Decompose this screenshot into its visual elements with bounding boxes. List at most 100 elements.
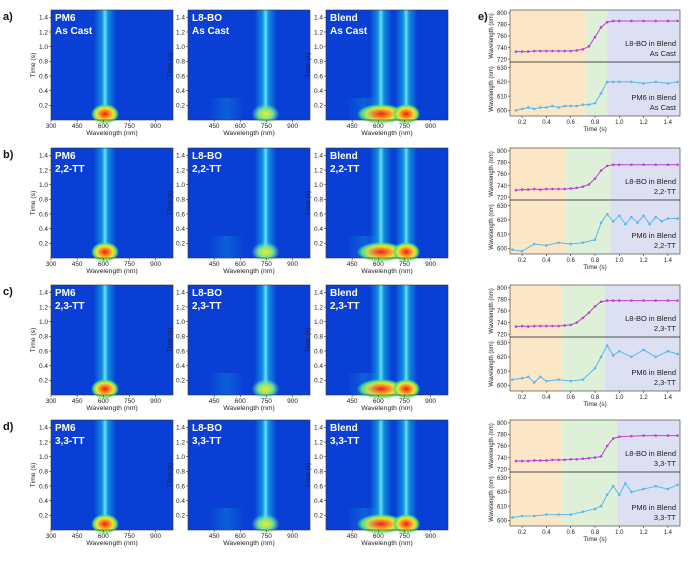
hot-spot — [91, 242, 120, 262]
y-axis-label-top: Wavelength (nm) — [489, 13, 495, 58]
point-l8bo — [545, 187, 548, 191]
point-l8bo — [642, 299, 645, 302]
x-tick-label: 900 — [150, 533, 161, 540]
y-tick-label: 0.2 — [39, 241, 48, 248]
point-l8bo — [605, 164, 609, 168]
y-tick-label: 1.4 — [39, 425, 48, 432]
line-panel-3: 720 740 760 780 800 600 610 620 630 0.2 0.4 0.6 0.8 1… — [489, 419, 681, 543]
panel-label-sample: PM6 — [55, 423, 76, 434]
y-tick-label: 1.4 — [314, 153, 323, 160]
y-tick-label: 740 — [497, 321, 508, 327]
point-l8bo — [611, 19, 615, 23]
point-pm6 — [605, 493, 609, 497]
y-tick-label: 1.2 — [314, 439, 323, 446]
point-pm6 — [617, 80, 621, 84]
y-axis-label: Time (s) — [30, 53, 37, 78]
x-tick-label: 1.0 — [615, 530, 624, 536]
x-tick-label: 1.4 — [664, 395, 673, 401]
y-axis-label-bottom: Wavelength (nm) — [489, 341, 495, 386]
y-axis-label: Time (s) — [167, 53, 174, 78]
y-axis-label-bottom: Wavelength (nm) — [489, 476, 495, 521]
point-l8bo — [676, 19, 679, 23]
point-pm6 — [611, 354, 615, 357]
legend-bottom-line1: PM6 in Blend — [631, 93, 676, 102]
point-l8bo — [605, 444, 609, 448]
point-pm6 — [545, 106, 548, 109]
x-tick-label: 0.2 — [518, 120, 527, 126]
point-l8bo — [654, 434, 658, 437]
panel-label-sample: Blend — [330, 288, 358, 299]
point-pm6 — [569, 513, 573, 516]
x-tick-label: 1.2 — [639, 258, 648, 264]
y-tick-label: 1.2 — [314, 29, 323, 36]
band-orange — [510, 285, 563, 391]
point-l8bo — [526, 459, 530, 463]
y-tick-label: 620 — [497, 218, 508, 224]
x-tick-label: 600 — [373, 533, 384, 540]
point-l8bo — [599, 169, 603, 172]
point-l8bo — [630, 163, 633, 167]
point-pm6 — [599, 221, 603, 225]
point-l8bo — [611, 299, 615, 302]
y-tick-label: 0.2 — [314, 241, 323, 248]
point-pm6 — [593, 101, 597, 105]
point-pm6 — [630, 215, 633, 219]
x-tick-label: 0.8 — [591, 120, 600, 126]
x-tick-label: 0.6 — [567, 530, 576, 536]
streak — [94, 420, 117, 530]
y-axis-label: Time (s) — [305, 328, 312, 353]
y-tick-label: 0.4 — [176, 498, 185, 505]
y-tick-label: 1.4 — [176, 425, 185, 432]
y-tick-label: 1.0 — [39, 182, 48, 189]
point-l8bo — [617, 163, 621, 167]
frame — [325, 419, 449, 531]
point-l8bo — [551, 458, 554, 462]
heatmap-pm6: 0.2 0.4 0.6 0.8 1.0 1.2 1.4 300 450 600 750 900 Wave… — [30, 9, 174, 137]
frame — [325, 284, 449, 396]
point-pm6 — [666, 349, 670, 353]
y-tick-label: 0.6 — [39, 73, 48, 80]
x-tick-label: 0.6 — [567, 258, 576, 264]
x-axis-label: Wavelength (nm) — [223, 130, 275, 137]
y-axis-label-top: Wavelength (nm) — [489, 151, 495, 196]
point-l8bo — [532, 187, 536, 191]
hot-spot — [91, 514, 120, 534]
legend-bottom-line1: PM6 in Blend — [631, 231, 676, 240]
x-tick-label: 900 — [287, 533, 298, 540]
x-tick-label: 0.6 — [567, 395, 576, 401]
heatmap-bg — [188, 420, 310, 530]
hot-spot — [251, 379, 280, 399]
x-tick-label: 900 — [150, 123, 161, 130]
point-pm6 — [654, 80, 658, 84]
streak — [395, 285, 418, 395]
series-line-pm6 — [512, 482, 678, 518]
hot-spot — [91, 379, 120, 399]
heatmap-blend: 0.2 0.4 0.6 0.8 1.0 1.2 1.4 450 600 750 900 Wavelen… — [305, 147, 449, 275]
y-tick-label: 0.8 — [314, 334, 323, 341]
y-tick-label: 720 — [497, 467, 508, 473]
x-tick-label: 600 — [373, 123, 384, 130]
frame — [187, 284, 311, 396]
x-tick-label: 750 — [124, 261, 135, 268]
frame — [50, 9, 174, 121]
streak — [94, 10, 117, 120]
x-tick-label: 750 — [124, 123, 135, 130]
y-tick-label: 630 — [497, 66, 508, 72]
point-pm6 — [617, 214, 621, 217]
point-l8bo — [520, 459, 524, 463]
point-l8bo — [581, 316, 585, 320]
panel-label-sample: Blend — [330, 13, 358, 24]
x-tick-label: 600 — [235, 261, 246, 268]
y-tick-label: 780 — [497, 23, 508, 29]
y-tick-label: 0.4 — [314, 226, 323, 233]
x-axis-label: Wavelength (nm) — [86, 405, 138, 412]
panel-label-sample: L8-BO — [192, 288, 222, 299]
y-tick-label: 0.4 — [314, 498, 323, 505]
x-tick-label: 1.2 — [639, 120, 648, 126]
panel-label-treatment: 2,2-TT — [192, 164, 221, 175]
glow — [208, 508, 244, 530]
point-pm6 — [666, 217, 670, 220]
y-tick-label: 630 — [497, 341, 508, 347]
x-tick-label: 0.4 — [542, 395, 551, 401]
